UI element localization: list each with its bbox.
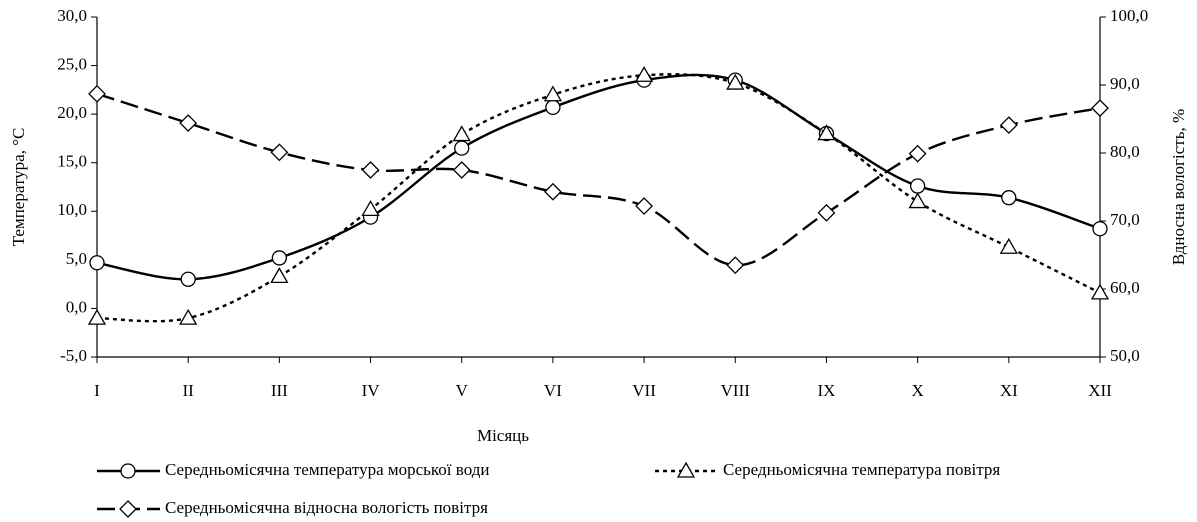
y2-tick-label: 70,0 bbox=[1110, 210, 1140, 229]
y-tick-label: 15,0 bbox=[57, 152, 87, 171]
x-tick-label: III bbox=[271, 381, 288, 400]
marker bbox=[179, 308, 198, 325]
x-tick-label: II bbox=[183, 381, 195, 400]
y-axis-title: Температура, °С bbox=[9, 128, 28, 247]
marker bbox=[635, 197, 654, 215]
legend-label: Середньомісячна температура повітря bbox=[723, 460, 1000, 479]
y2-tick-label: 80,0 bbox=[1110, 142, 1140, 161]
marker bbox=[543, 85, 563, 102]
marker bbox=[908, 144, 927, 163]
legend-label: Середньомісячна відносна вологість повіт… bbox=[165, 498, 488, 517]
marker bbox=[361, 200, 380, 216]
marker bbox=[270, 143, 289, 162]
marker bbox=[817, 203, 836, 222]
x-tick-label: VII bbox=[632, 381, 656, 400]
legend-marker bbox=[119, 500, 137, 518]
x-tick-label: XI bbox=[1000, 381, 1018, 400]
y2-tick-label: 50,0 bbox=[1110, 346, 1140, 365]
legend-marker bbox=[120, 463, 136, 479]
marker bbox=[999, 237, 1018, 254]
x-tick-label: VIII bbox=[721, 381, 751, 400]
marker bbox=[909, 178, 926, 194]
marker bbox=[88, 84, 106, 103]
x-tick-label: VI bbox=[544, 381, 562, 400]
marker bbox=[452, 161, 471, 179]
marker bbox=[361, 161, 380, 179]
legend-label: Середньомісячна температура морської вод… bbox=[165, 460, 489, 479]
x-tick-label: X bbox=[911, 381, 923, 400]
y-tick-label: 30,0 bbox=[57, 6, 87, 25]
marker bbox=[726, 256, 745, 275]
marker bbox=[545, 99, 561, 115]
marker bbox=[452, 125, 471, 142]
marker bbox=[908, 192, 927, 209]
y2-tick-label: 60,0 bbox=[1110, 278, 1140, 297]
y-tick-label: 25,0 bbox=[57, 54, 87, 73]
y-tick-label: 5,0 bbox=[66, 249, 87, 268]
y-tick-label: -5,0 bbox=[60, 346, 87, 365]
y2-axis-title: Вдносна вологість, % bbox=[1169, 109, 1188, 265]
x-tick-label: IV bbox=[362, 381, 381, 400]
marker bbox=[543, 182, 562, 201]
marker bbox=[634, 65, 654, 82]
marker bbox=[1092, 221, 1108, 237]
x-tick-label: IX bbox=[817, 381, 835, 400]
marker bbox=[817, 124, 836, 141]
series-line bbox=[96, 73, 1101, 281]
marker bbox=[1091, 99, 1109, 118]
legend-marker bbox=[676, 461, 696, 478]
x-tick-label: I bbox=[94, 381, 100, 400]
marker bbox=[1001, 190, 1017, 206]
marker bbox=[999, 116, 1018, 135]
marker bbox=[270, 267, 289, 284]
marker bbox=[454, 140, 470, 156]
marker bbox=[89, 255, 105, 271]
y2-tick-label: 100,0 bbox=[1110, 6, 1148, 25]
series-line bbox=[96, 92, 1101, 267]
x-tick-label: V bbox=[456, 381, 469, 400]
marker bbox=[179, 114, 198, 132]
marker bbox=[726, 73, 745, 90]
marker bbox=[87, 308, 107, 325]
y2-tick-label: 90,0 bbox=[1110, 74, 1140, 93]
y-tick-label: 20,0 bbox=[57, 103, 87, 122]
marker bbox=[271, 250, 288, 266]
x-tick-label: XII bbox=[1088, 381, 1112, 400]
marker bbox=[1090, 283, 1110, 300]
y-tick-label: 10,0 bbox=[57, 200, 87, 219]
x-axis-title: Місяць bbox=[477, 426, 529, 445]
y-tick-label: 0,0 bbox=[66, 297, 87, 316]
marker bbox=[180, 271, 196, 287]
